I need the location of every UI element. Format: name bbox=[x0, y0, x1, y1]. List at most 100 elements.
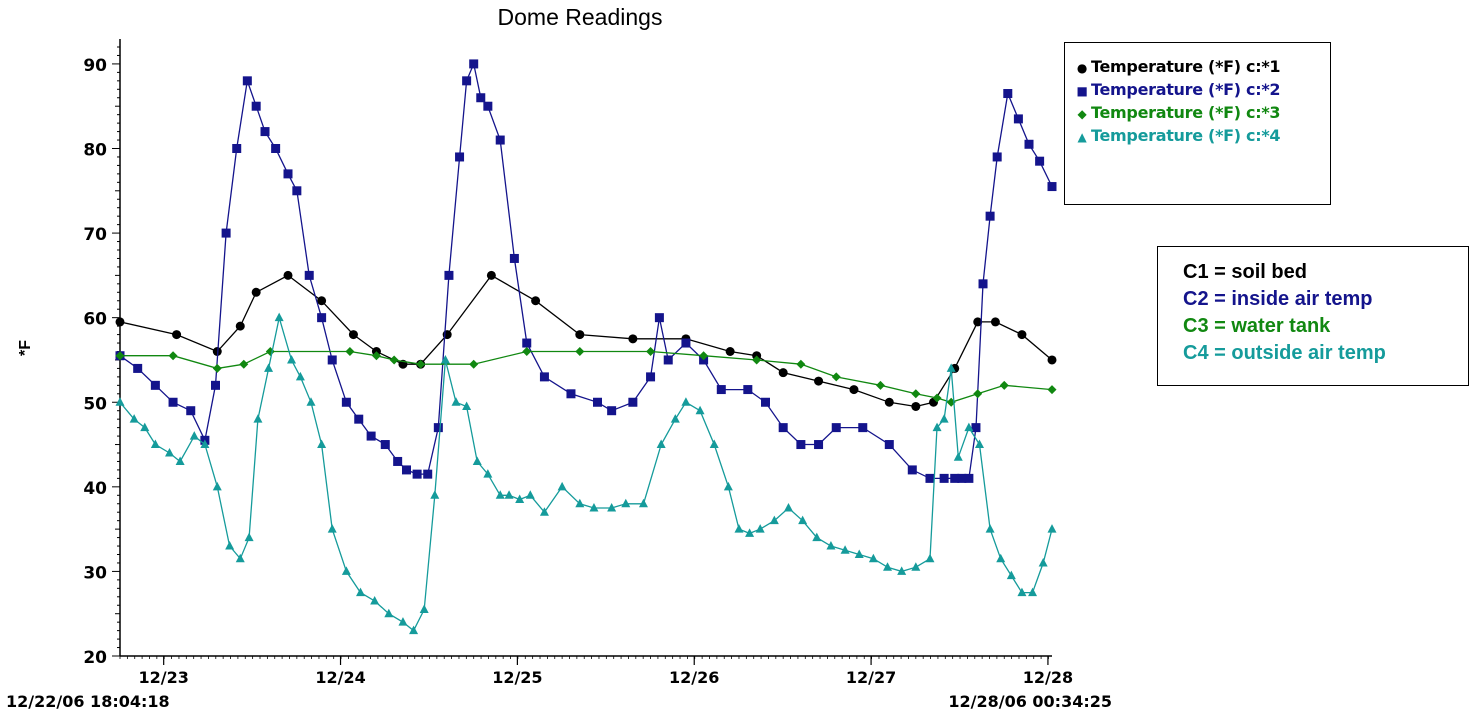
data-point-c4 bbox=[946, 363, 956, 372]
data-point-c2 bbox=[681, 338, 691, 348]
data-point-c3 bbox=[575, 347, 585, 356]
annotation-box: C1 = soil bed C2 = inside air temp C3 = … bbox=[1157, 246, 1469, 386]
data-point-c2 bbox=[433, 423, 443, 433]
data-point-c1 bbox=[575, 330, 585, 340]
data-point-c4 bbox=[996, 553, 1006, 563]
data-point-c4 bbox=[539, 507, 549, 516]
data-point-c4 bbox=[525, 490, 535, 499]
series-line-c3 bbox=[120, 350, 1053, 403]
data-point-c4 bbox=[854, 549, 864, 558]
data-point-c4 bbox=[515, 494, 525, 504]
data-point-c4 bbox=[709, 439, 719, 449]
data-point-c1 bbox=[911, 401, 921, 411]
data-point-c2 bbox=[168, 397, 178, 407]
data-point-c3 bbox=[831, 372, 841, 382]
data-point-c2 bbox=[978, 279, 988, 289]
data-point-c4 bbox=[115, 397, 125, 406]
data-point-c2 bbox=[985, 211, 995, 221]
data-point-c2 bbox=[469, 59, 479, 69]
data-point-c3 bbox=[999, 380, 1009, 390]
data-point-c3 bbox=[265, 347, 275, 356]
data-point-c1 bbox=[849, 385, 859, 395]
data-point-c3 bbox=[168, 351, 178, 361]
data-point-c2 bbox=[964, 473, 974, 483]
data-point-c2 bbox=[814, 440, 824, 450]
x-end-label: 12/28/06 00:34:25 bbox=[948, 692, 1112, 711]
data-point-c4 bbox=[557, 481, 567, 491]
axes: 20 30 40 50 60 70 80 90 12/23 12/24 12/25 12/26 12/2… bbox=[83, 39, 1073, 687]
data-point-c1 bbox=[283, 270, 293, 280]
annotation-line-c3: C3 = water tank bbox=[1183, 315, 1331, 337]
data-point-c2 bbox=[444, 270, 454, 280]
data-point-c4 bbox=[745, 528, 755, 537]
data-point-c4 bbox=[812, 532, 822, 542]
data-point-c4 bbox=[483, 469, 493, 478]
data-point-c4 bbox=[356, 587, 366, 597]
x-tick-label: 12/24 bbox=[315, 668, 365, 687]
data-point-c4 bbox=[868, 553, 878, 563]
data-point-c4 bbox=[504, 490, 514, 499]
data-point-c2 bbox=[283, 169, 293, 179]
data-point-c2 bbox=[271, 144, 281, 153]
data-point-c4 bbox=[1006, 570, 1016, 580]
data-point-c2 bbox=[778, 423, 788, 433]
data-point-c4 bbox=[253, 414, 263, 423]
data-point-c4 bbox=[974, 439, 984, 449]
data-point-c1 bbox=[486, 270, 496, 280]
data-point-c4 bbox=[451, 397, 461, 406]
data-point-c4 bbox=[189, 431, 199, 440]
data-point-c4 bbox=[932, 422, 942, 432]
data-point-c1 bbox=[628, 334, 638, 344]
data-point-c4 bbox=[939, 414, 949, 423]
data-point-c2 bbox=[251, 101, 261, 111]
data-point-c4 bbox=[953, 452, 963, 461]
data-point-c3 bbox=[345, 347, 355, 356]
data-point-c4 bbox=[621, 498, 631, 508]
data-point-c1 bbox=[725, 347, 735, 356]
series-line-c2 bbox=[119, 61, 1053, 480]
data-point-c4 bbox=[755, 524, 765, 533]
data-point-c3 bbox=[752, 355, 762, 365]
data-point-c2 bbox=[858, 423, 868, 433]
data-point-c4 bbox=[165, 448, 175, 457]
x-tick-label: 12/28 bbox=[1023, 668, 1073, 687]
series-c3 bbox=[115, 347, 1057, 407]
data-point-c2 bbox=[539, 372, 549, 382]
data-point-c2 bbox=[483, 101, 493, 111]
data-point-c2 bbox=[663, 355, 673, 365]
data-point-c2 bbox=[761, 397, 771, 407]
legend-label-c1: Temperature (*F) c:*1 bbox=[1091, 57, 1281, 76]
data-point-c3 bbox=[973, 389, 983, 399]
data-point-c4 bbox=[769, 515, 779, 525]
data-point-c4 bbox=[589, 502, 599, 512]
data-point-c4 bbox=[798, 515, 808, 525]
data-point-c2 bbox=[1024, 139, 1034, 149]
data-point-c4 bbox=[472, 456, 482, 465]
data-point-c4 bbox=[295, 371, 305, 381]
data-point-c2 bbox=[1013, 114, 1023, 124]
data-point-c3 bbox=[239, 359, 249, 369]
data-point-c2 bbox=[654, 313, 664, 323]
y-tick-label: 20 bbox=[83, 648, 107, 668]
annotation-line-c1: C1 = soil bed bbox=[1183, 261, 1307, 283]
data-point-c3 bbox=[1047, 385, 1057, 395]
annotation-line-c4: C4 = outside air temp bbox=[1183, 342, 1386, 364]
data-point-c2 bbox=[327, 355, 337, 365]
annotation-line-c2: C2 = inside air temp bbox=[1183, 288, 1373, 310]
data-point-c2 bbox=[366, 431, 376, 441]
y-tick-label: 30 bbox=[83, 563, 107, 583]
data-point-c2 bbox=[646, 372, 656, 382]
y-tick-label: 80 bbox=[83, 141, 107, 161]
legend-item-c4: ▲ Temperature (*F) c:*4 bbox=[1075, 126, 1281, 145]
data-point-c2 bbox=[401, 465, 411, 475]
data-point-c3 bbox=[646, 347, 656, 356]
data-point-c2 bbox=[1035, 156, 1045, 166]
data-point-c4 bbox=[1047, 524, 1057, 533]
series-layer bbox=[115, 59, 1057, 635]
data-point-c2 bbox=[186, 406, 196, 416]
y-axis-label: *F bbox=[17, 340, 34, 356]
data-point-c4 bbox=[897, 566, 907, 575]
data-point-c2 bbox=[221, 228, 231, 238]
data-point-c4 bbox=[964, 422, 974, 432]
